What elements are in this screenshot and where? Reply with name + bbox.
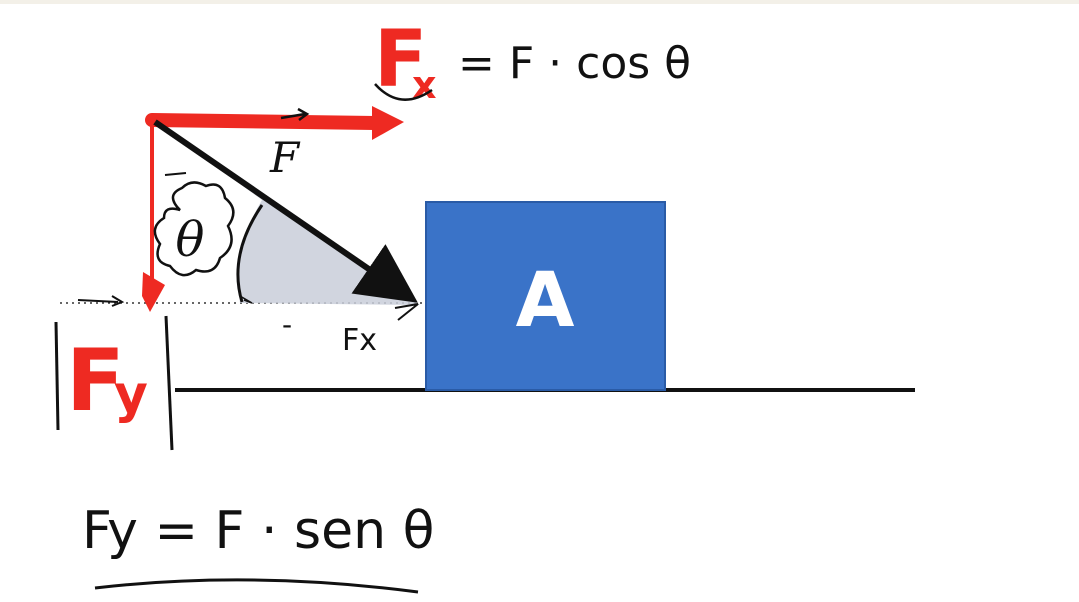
angle-arc	[236, 204, 264, 303]
fy-annotation: F y	[54, 315, 174, 451]
abs-bar-left	[54, 321, 60, 431]
small-arrow-stem	[77, 299, 119, 303]
fx-subscript: x	[412, 63, 437, 107]
fy-equation-group: Fy = F · sen θ	[82, 501, 434, 594]
force-label: F	[269, 133, 301, 182]
fx-equation: = F · cos θ	[458, 38, 691, 89]
fx-component-arrow	[145, 106, 404, 140]
fy-letter: F	[66, 331, 125, 431]
fy-equation-underline	[94, 578, 419, 594]
force-label-group: F	[269, 107, 310, 182]
theta-bubble: θ	[153, 181, 235, 277]
abs-bar-right	[164, 315, 174, 451]
small-arrow-head	[111, 295, 125, 307]
block-label: A	[516, 255, 575, 344]
fx-underline	[374, 83, 433, 101]
theta-label: θ	[176, 212, 205, 268]
tick-mark	[164, 172, 187, 176]
minus-sign: -	[282, 308, 292, 341]
force-vector	[153, 119, 418, 303]
fx-annotation: F x = F · cos θ	[374, 15, 691, 107]
small-fx-label: Fx	[342, 323, 377, 358]
fy-equation: Fy = F · sen θ	[82, 501, 434, 561]
fy-subscript: y	[114, 365, 148, 425]
block-a: A	[425, 201, 666, 391]
small-triangle-mark	[394, 303, 419, 321]
small-scribble	[239, 295, 253, 304]
top-edge	[0, 0, 1079, 4]
fy-component-arrow	[142, 122, 165, 312]
